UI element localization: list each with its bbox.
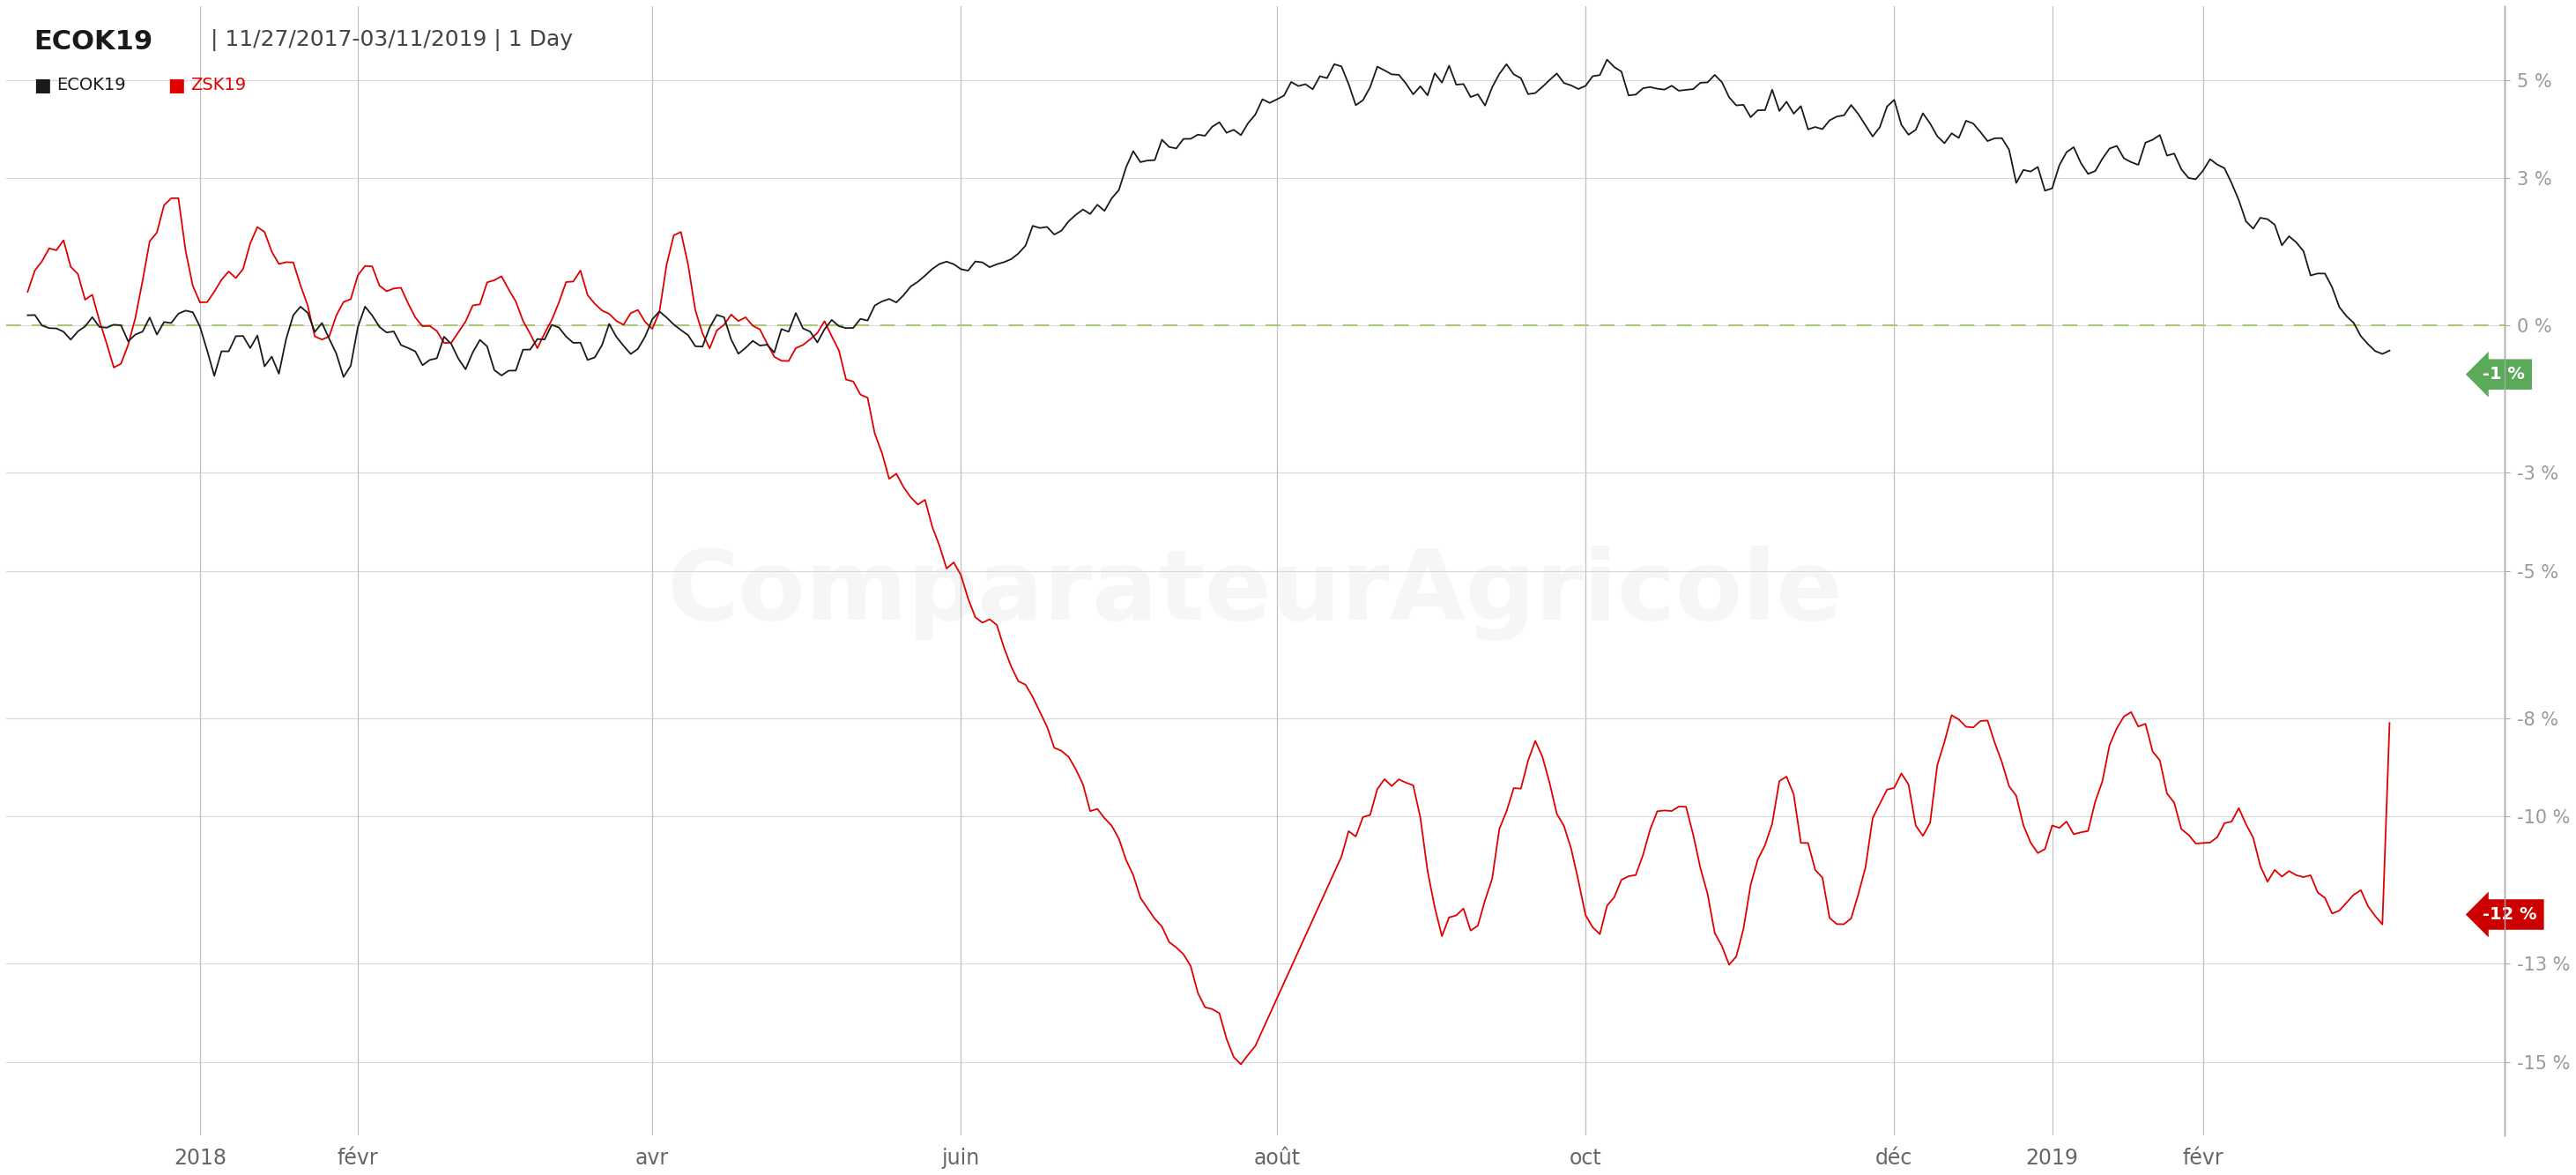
- Text: ■: ■: [167, 76, 185, 94]
- Text: -12 %: -12 %: [2483, 906, 2537, 922]
- Text: ECOK19: ECOK19: [57, 76, 126, 93]
- Text: ■: ■: [33, 76, 52, 94]
- Text: -1 %: -1 %: [2483, 367, 2524, 383]
- Text: | 11/27/2017-03/11/2019 | 1 Day: | 11/27/2017-03/11/2019 | 1 Day: [204, 29, 572, 52]
- Text: ComparateurAgricole: ComparateurAgricole: [667, 546, 1844, 642]
- Text: ZSK19: ZSK19: [191, 76, 247, 93]
- Text: ECOK19: ECOK19: [33, 29, 152, 55]
